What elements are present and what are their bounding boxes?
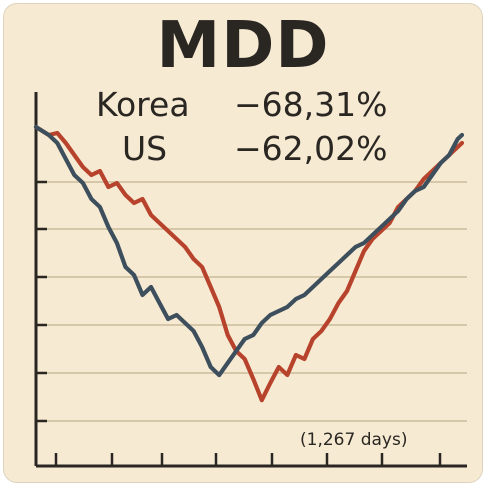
- chart-title: MDD: [156, 9, 330, 83]
- legend-value-us: −62,02%: [234, 129, 388, 168]
- chart-plot: [33, 92, 467, 468]
- legend-name-korea: Korea: [96, 85, 190, 124]
- chart-card: MDD Korea −68,31% US −62,02% (1,267 days…: [3, 3, 483, 483]
- series-line-korea: [33, 124, 465, 403]
- legend-name-us: US: [122, 129, 168, 168]
- duration-annotation: (1,267 days): [300, 430, 408, 450]
- legend-value-korea: −68,31%: [234, 85, 388, 124]
- series-line-us: [33, 124, 465, 378]
